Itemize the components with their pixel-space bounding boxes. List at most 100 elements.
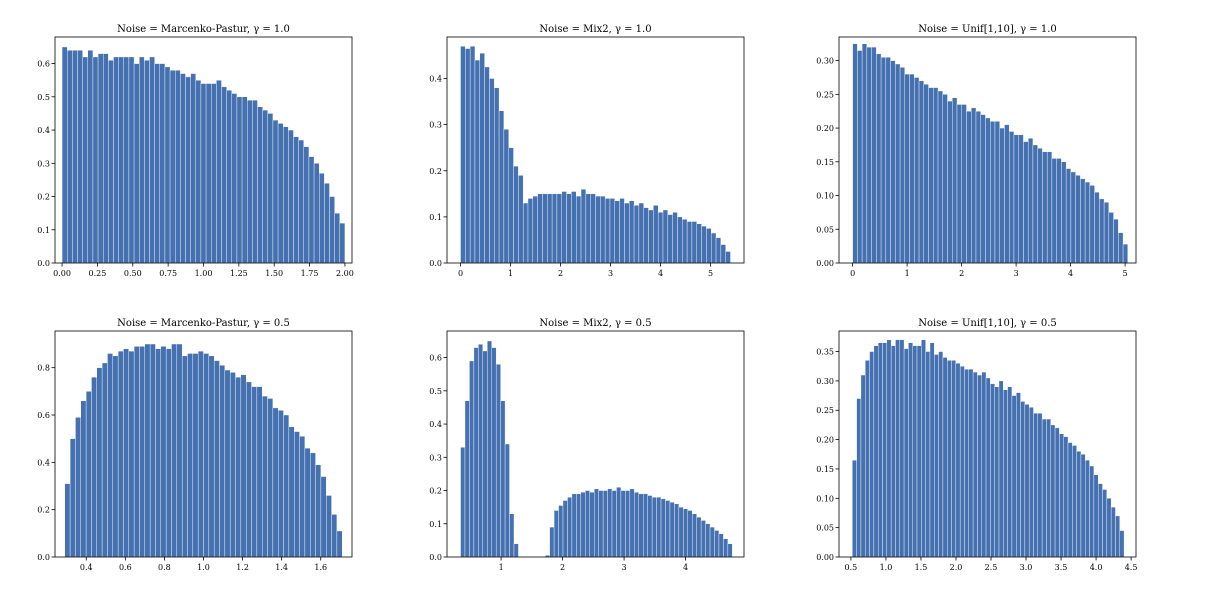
x-tick-label: 3.5	[1055, 563, 1068, 572]
histogram-bar	[283, 414, 290, 558]
histogram-bar	[1018, 134, 1024, 264]
x-tick-label: 0.6	[119, 563, 132, 572]
histogram-bar	[256, 386, 263, 558]
histogram-bar	[595, 195, 601, 264]
histogram-bar	[985, 117, 991, 264]
histogram-bar	[972, 371, 978, 558]
histogram-bar	[1118, 232, 1124, 264]
histogram-bar	[651, 496, 657, 558]
histogram-bar	[918, 80, 924, 264]
histogram-bar	[619, 198, 625, 264]
histogram-bar	[283, 126, 289, 264]
histogram-bar	[522, 202, 529, 264]
y-tick-label: 0.30	[816, 57, 834, 66]
histogram-bar	[925, 351, 931, 558]
histogram-bar	[1076, 451, 1082, 558]
histogram-bar	[971, 107, 977, 264]
histogram-bar	[508, 147, 514, 264]
y-tick-label: 0.25	[816, 90, 834, 99]
histogram-bar	[236, 96, 243, 264]
histogram-bar	[929, 342, 935, 558]
histogram-bar	[532, 195, 538, 264]
histogram-bar	[921, 339, 926, 558]
histogram-bar	[611, 490, 617, 558]
histogram-bar	[294, 431, 300, 558]
histogram-bar	[551, 193, 558, 264]
y-tick-label: 0.6	[37, 60, 50, 69]
histogram-bar	[221, 86, 227, 264]
histogram-bar	[1075, 175, 1081, 264]
x-tick-label: 5	[1123, 269, 1128, 278]
histogram-bar	[91, 376, 97, 558]
histogram-bar	[216, 80, 222, 264]
histogram-bar	[460, 46, 466, 264]
x-tick-label: 1	[508, 269, 513, 278]
histogram-bar	[469, 46, 476, 264]
histogram-bar	[938, 351, 944, 558]
histogram-bar	[252, 99, 258, 264]
histogram-bar	[923, 84, 929, 264]
histogram-bar	[686, 221, 693, 264]
y-tick-label: 0.5	[37, 93, 50, 102]
histogram-bar	[123, 348, 129, 558]
histogram-bar	[691, 221, 697, 264]
subplot-bottom-left: 0.4 0.6 0.8 1.0 1.2 1.4 1.6 0.0 0.2 0.4 0.6 0.8 Nois…	[37, 318, 353, 572]
histogram-bar	[674, 503, 680, 558]
y-tick-label: 0.6	[429, 354, 442, 363]
histogram-bar	[1085, 459, 1090, 558]
histogram-bar	[320, 476, 327, 558]
histogram-bar	[629, 200, 635, 264]
histogram-bar	[208, 355, 215, 558]
histogram-bar	[336, 530, 343, 558]
histogram-bar	[692, 513, 697, 558]
axes-frame	[446, 330, 745, 558]
subplot-title: Noise = Marcenko-Pastur, γ = 1.0	[117, 24, 290, 35]
histogram-bar	[478, 344, 484, 558]
histogram-bar	[899, 339, 905, 558]
histogram-bar	[723, 538, 729, 558]
histogram-bar	[947, 100, 953, 264]
histogram-bar	[313, 163, 320, 264]
histogram-bar	[112, 355, 119, 558]
histogram-bar	[257, 106, 263, 264]
y-tick-label: 0.2	[429, 167, 442, 176]
subplot-bottom-right: 0.5 1.0 1.5 2.0 2.5 3.0 3.5 4.0 4.5 0.00 0.05 0.10 0…	[816, 318, 1137, 572]
histogram-bar	[877, 342, 883, 558]
histogram-bar	[460, 447, 466, 558]
subplot-title: Noise = Mix2, γ = 1.0	[539, 24, 651, 35]
histogram-bar	[882, 342, 888, 558]
histogram-bar	[160, 346, 167, 558]
y-tick-label: 0.1	[429, 520, 442, 529]
histogram-bar	[176, 343, 183, 558]
histogram-bar	[319, 173, 325, 264]
histogram-bar	[315, 464, 322, 558]
histogram-bar	[245, 381, 252, 558]
histogram-bar	[629, 488, 635, 558]
histogram-bar	[1108, 212, 1114, 264]
histogram-bar	[92, 56, 99, 264]
histogram-bar	[155, 348, 162, 558]
histogram-bar	[602, 490, 608, 558]
x-tick-label: 3	[608, 269, 613, 278]
histogram-bar	[72, 50, 78, 264]
histogram-bar	[909, 73, 915, 264]
subplot-top-middle: 0 1 2 3 4 5 0.0 0.1 0.2 0.3 0.4 Noise = Mix2, γ = 1…	[429, 24, 745, 278]
histogram-bar	[678, 506, 684, 558]
histogram-bar	[604, 198, 611, 264]
histogram-bar	[226, 89, 232, 264]
histogram-bar	[720, 244, 726, 264]
subplot-bottom-middle: 1 2 3 4 0.0 0.1 0.2 0.3 0.4 0.5 0.6 Noise = Mix2, γ…	[429, 318, 745, 572]
histogram-bar	[934, 354, 939, 558]
histogram-bar	[113, 56, 119, 264]
histogram-bar	[219, 365, 226, 558]
histogram-bar	[205, 83, 212, 264]
histogram-bar	[975, 111, 981, 264]
y-tick-label: 0.2	[429, 487, 442, 496]
histogram-bar	[479, 52, 485, 264]
y-tick-label: 0.1	[429, 213, 442, 222]
histogram-bar	[705, 523, 711, 558]
histogram-bar	[1016, 392, 1021, 558]
subplot-top-left: 0.00 0.25 0.50 0.75 1.00 1.25 1.50 1.75 2.00 0.0 0…	[37, 24, 354, 278]
histogram-bar	[715, 237, 722, 264]
histogram-bar	[128, 350, 135, 558]
